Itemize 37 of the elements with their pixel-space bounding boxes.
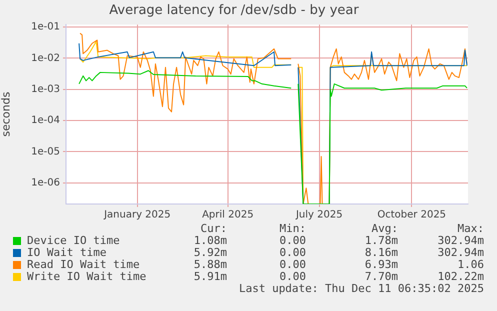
y-tick-label: 1e-04 [31,115,60,126]
legend-label: Read IO Wait time [27,258,140,271]
text: Cur: [200,222,227,235]
text: 0.00 [278,258,306,271]
text: 1.06 [456,258,484,271]
text: 6.93m [364,258,398,271]
y-tick-label: 1e-06 [31,177,60,188]
legend-label: Device IO time [27,234,120,247]
x-tick-label: October 2025 [377,210,446,221]
x-tick-label: April 2025 [202,210,254,221]
y-tick-label: 1e-01 [31,22,60,33]
y-tick-label: 1e-02 [31,52,60,64]
legend-label: Write IO Wait time [27,270,146,283]
legend-label: IO Wait time [27,246,106,259]
text: 0.00 [278,270,306,283]
chart-title: Average latency for /dev/sdb - by year [109,3,360,18]
x-tick-label: January 2025 [103,210,171,221]
text: 1.08m [192,234,227,247]
text: Last update: Thu Dec 11 06:35:02 2025 [238,282,484,295]
text: 302.94m [436,234,484,247]
y-tick-label: 1e-05 [31,146,60,158]
text: 0.00 [278,234,306,247]
text: 5.91m [192,270,227,283]
text: Max: [456,222,484,235]
text: 302.94m [436,246,484,259]
text: Avg: [370,222,398,235]
text: 102.22m [436,270,484,283]
text: 0.00 [278,246,306,259]
y-axis-title: seconds [0,92,12,137]
x-tick-label: July 2025 [294,210,343,221]
text: 8.16m [364,246,398,259]
text: 7.70m [364,270,398,283]
text: Min: [278,222,306,235]
text: 5.88m [192,258,227,271]
y-tick-label: 1e-03 [31,84,60,95]
text: 1.78m [364,234,398,247]
text: 5.92m [192,246,227,259]
